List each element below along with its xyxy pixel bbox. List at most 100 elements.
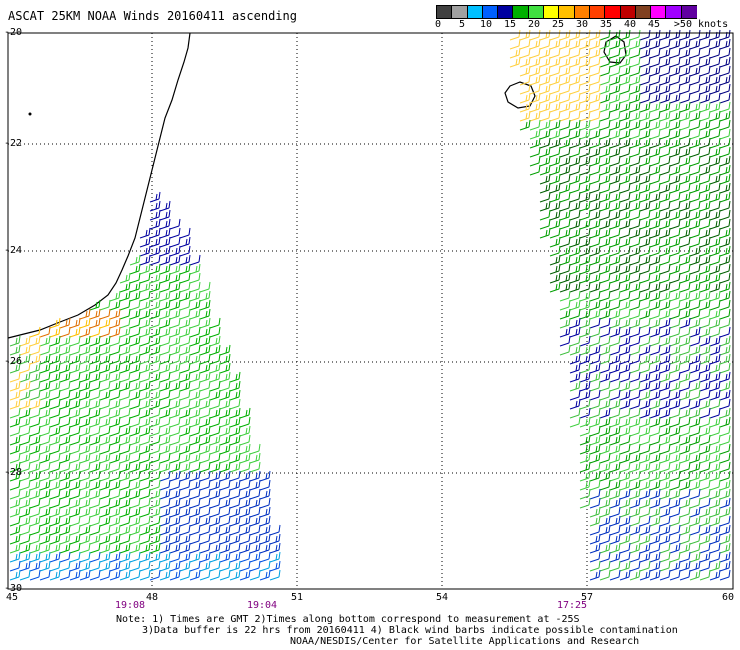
wind-barb [159, 245, 171, 257]
wind-barb [719, 515, 731, 527]
wind-barb [239, 533, 251, 545]
wind-barb [199, 470, 211, 482]
wind-barb [659, 290, 671, 302]
wind-barb [559, 317, 571, 329]
wind-barb [569, 407, 581, 419]
wind-barb [709, 362, 721, 374]
wind-barb [249, 560, 261, 572]
wind-barb [599, 308, 611, 320]
wind-barb [559, 299, 571, 311]
wind-barb [239, 452, 251, 464]
wind-barb [19, 380, 31, 392]
wind-barb [139, 569, 151, 581]
wind-barb [639, 317, 651, 329]
wind-barb [69, 434, 81, 446]
wind-barb [589, 137, 601, 149]
wind-barb [579, 425, 591, 437]
wind-barb [679, 371, 691, 383]
wind-barb [609, 83, 621, 95]
wind-barb [549, 65, 561, 77]
wind-barb [549, 164, 561, 176]
plot-frame [7, 32, 734, 590]
wind-barb [259, 533, 271, 545]
wind-barb [99, 542, 111, 554]
wind-barb [599, 470, 611, 482]
wind-barb [109, 389, 121, 401]
wind-barb [569, 83, 581, 95]
wind-barb [39, 335, 51, 347]
wind-barb [149, 209, 161, 221]
wind-barb [199, 308, 211, 320]
wind-barb [629, 182, 641, 194]
wind-barb [589, 299, 601, 311]
wind-barb [89, 479, 101, 491]
wind-barb [29, 380, 41, 392]
wind-barb [219, 425, 231, 437]
wind-barb [199, 569, 211, 581]
wind-barb [579, 371, 591, 383]
wind-barb [149, 515, 161, 527]
wind-barb [649, 452, 661, 464]
wind-barb [669, 281, 681, 293]
wind-barb [159, 470, 171, 482]
wind-barb [129, 290, 141, 302]
wind-barb [629, 470, 641, 482]
wind-barb [659, 380, 671, 392]
wind-barb [59, 389, 71, 401]
wind-barb [589, 146, 601, 158]
longitude-label: 48 [145, 592, 159, 603]
wind-barb [629, 407, 641, 419]
wind-barb [679, 65, 691, 77]
wind-barb [259, 560, 271, 572]
wind-barb [709, 182, 721, 194]
wind-barb [699, 362, 711, 374]
wind-barb [119, 407, 131, 419]
wind-barb [619, 110, 631, 122]
wind-barb [699, 155, 711, 167]
wind-barb [569, 254, 581, 266]
wind-barb [689, 173, 701, 185]
wind-barb [649, 479, 661, 491]
wind-barb [619, 479, 631, 491]
wind-barb [669, 209, 681, 221]
wind-barb [669, 461, 681, 473]
wind-barb [89, 362, 101, 374]
wind-barb [189, 551, 201, 563]
scale-swatch [634, 5, 652, 19]
wind-barb [29, 479, 41, 491]
wind-barb [249, 497, 261, 509]
wind-barb [559, 182, 571, 194]
wind-barb [589, 191, 601, 203]
wind-barb [659, 173, 671, 185]
wind-barb [589, 29, 601, 41]
wind-barb [199, 479, 211, 491]
wind-barb [649, 569, 661, 581]
wind-barb [179, 479, 191, 491]
wind-barb [59, 353, 71, 365]
wind-barb [669, 83, 681, 95]
wind-barb [99, 335, 111, 347]
wind-barb [529, 128, 541, 140]
wind-barb [709, 344, 721, 356]
wind-barb [49, 362, 61, 374]
wind-barb [709, 560, 721, 572]
wind-barb [579, 362, 591, 374]
wind-barb [19, 488, 31, 500]
wind-barb [659, 308, 671, 320]
wind-barb [189, 533, 201, 545]
wind-barb [639, 353, 651, 365]
wind-barb [719, 209, 731, 221]
wind-barb [579, 461, 591, 473]
wind-barb [659, 335, 671, 347]
wind-barb [599, 209, 611, 221]
wind-barb [179, 488, 191, 500]
wind-barb [679, 146, 691, 158]
wind-barb [699, 344, 711, 356]
wind-barb [689, 236, 701, 248]
wind-barb [79, 470, 91, 482]
scale-swatch [573, 5, 590, 19]
wind-barb [669, 326, 681, 338]
wind-barb [159, 506, 171, 518]
wind-barb [669, 200, 681, 212]
wind-barb [689, 434, 701, 446]
